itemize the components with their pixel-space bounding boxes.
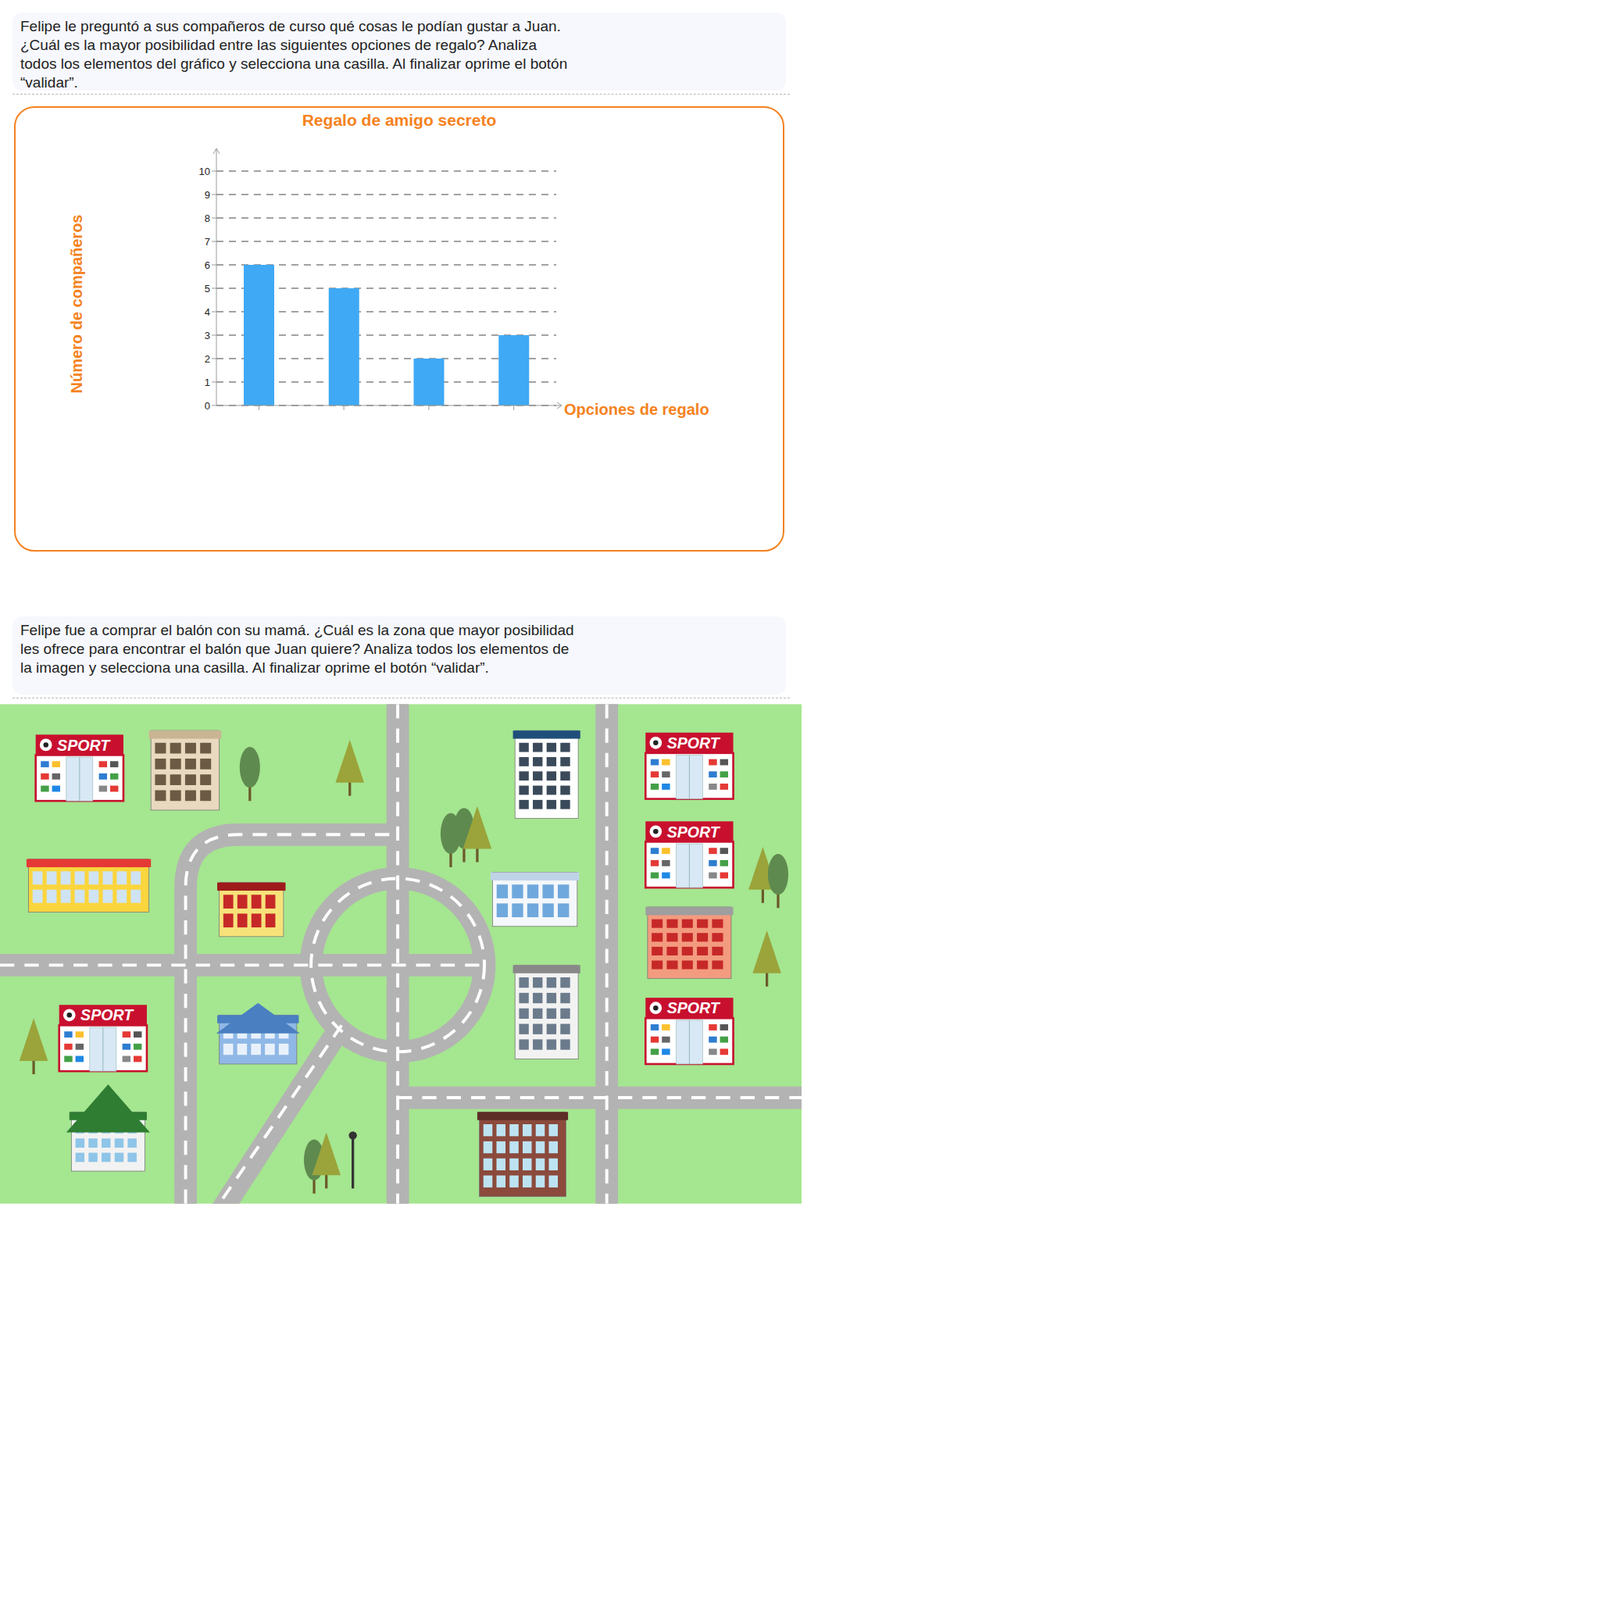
html-text:Número de compañeros: Número de compañeros — [67, 214, 85, 394]
svg-text:7: 7 — [204, 235, 211, 248]
svg-text:8: 8 — [204, 212, 211, 225]
svg-text:2: 2 — [204, 353, 211, 365]
html-text:Opciones de regalo: Opciones de regalo — [564, 400, 710, 418]
svg-text:5: 5 — [204, 282, 211, 295]
html-text:Felipe fue a comprar el balón: Felipe fue a comprar el balón con su mam… — [20, 621, 574, 676]
svg-text:1: 1 — [204, 376, 211, 389]
html-text:Felipe le preguntó a sus compa: Felipe le preguntó a sus compañeros de c… — [20, 17, 568, 91]
html-text:Regalo de amigo secreto: Regalo de amigo secreto — [302, 110, 497, 129]
svg-text:3: 3 — [204, 329, 211, 342]
svg-text:6: 6 — [204, 259, 211, 272]
svg-text:SPORT: SPORT — [57, 736, 111, 754]
svg-text:4: 4 — [204, 306, 211, 318]
svg-text:0: 0 — [204, 400, 211, 412]
svg-text:SPORT: SPORT — [667, 823, 722, 841]
svg-text:SPORT: SPORT — [80, 1007, 135, 1025]
svg-text:SPORT: SPORT — [667, 734, 722, 752]
svg-text:10: 10 — [199, 165, 211, 178]
svg-text:SPORT: SPORT — [667, 999, 722, 1017]
svg-text:9: 9 — [204, 189, 211, 201]
